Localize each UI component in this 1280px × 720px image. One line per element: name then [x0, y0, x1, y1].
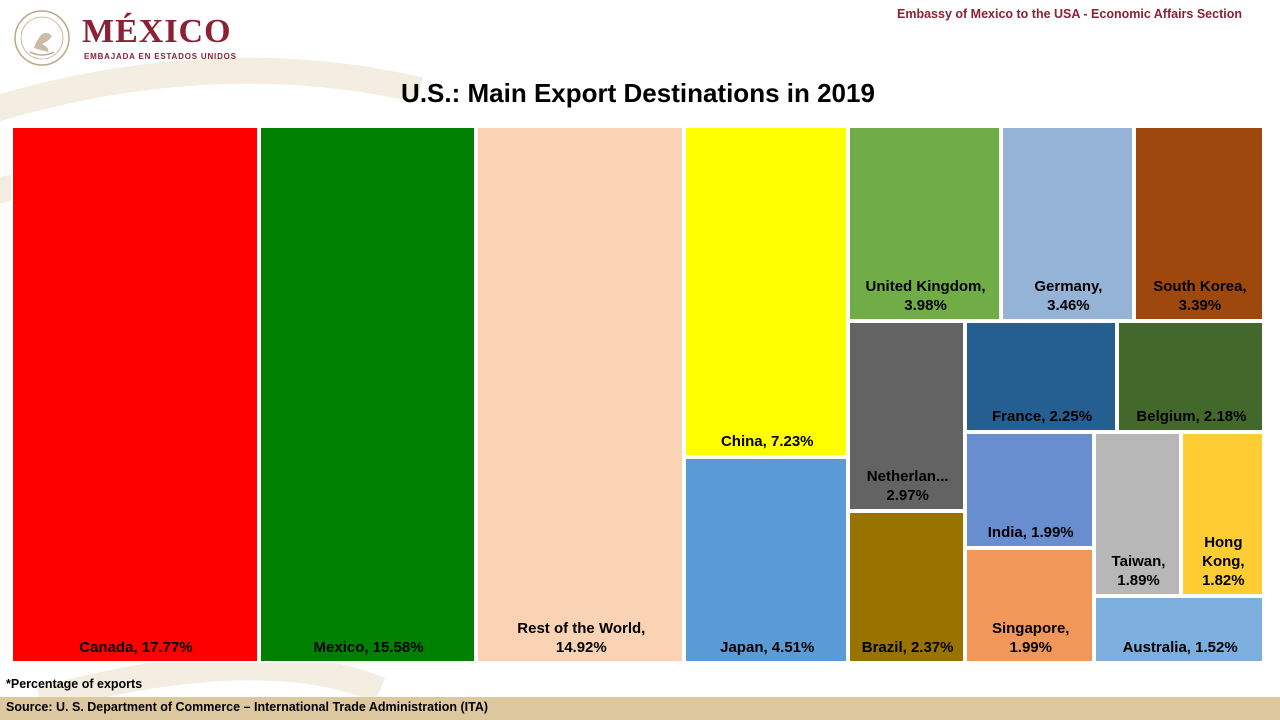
treemap-label: Belgium, 2.18% [1136, 408, 1247, 426]
coat-of-arms-icon [14, 10, 70, 66]
treemap-cell-australia: Australia, 1.52% [1094, 595, 1264, 663]
treemap-label: France, 2.25% [992, 408, 1093, 426]
logo-subtitle: EMBAJADA EN ESTADOS UNIDOS [84, 52, 237, 61]
treemap-label: Japan, 4.51% [720, 638, 815, 656]
treemap-cell-mexico: Mexico, 15.58% [258, 126, 477, 663]
treemap-cell-japan: Japan, 4.51% [684, 456, 849, 663]
treemap-cell-united-kingdom: United Kingdom, 3.98% [848, 126, 1001, 322]
treemap-label: China, 7.23% [720, 432, 814, 450]
treemap-label: Singapore, 1.99% [991, 619, 1070, 656]
treemap-cell-germany: Germany, 3.46% [1000, 126, 1134, 322]
logo-title: MÉXICO [82, 13, 232, 50]
treemap-cell-taiwan: Taiwan, 1.89% [1094, 432, 1181, 596]
treemap-cell-china: China, 7.23% [684, 126, 849, 457]
treemap-label: Brazil, 2.37% [861, 638, 954, 656]
treemap-label: Hong Kong, 1.82% [1202, 533, 1245, 589]
treemap-label: Australia, 1.52% [1122, 638, 1238, 656]
treemap-chart: Canada, 17.77% Mexico, 15.58% Rest of the … [11, 126, 1264, 663]
treemap-label: Netherlan... 2.97% [866, 468, 949, 505]
treemap-label: United Kingdom, 3.98% [865, 278, 986, 315]
chart-title: U.S.: Main Export Destinations in 2019 [401, 78, 875, 108]
treemap-cell-netherlan: Netherlan... 2.97% [848, 321, 966, 512]
treemap-cell-south-korea: South Korea, 3.39% [1133, 126, 1264, 322]
treemap-cell-france: France, 2.25% [965, 321, 1117, 433]
treemap-label: Taiwan, 1.89% [1111, 552, 1166, 589]
footnote: *Percentage of exports [6, 677, 143, 691]
embassy-heading: Embassy of Mexico to the USA - Economic … [897, 7, 1242, 21]
treemap-label: Rest of the World, 14.92% [517, 620, 646, 656]
treemap-cell-india: India, 1.99% [965, 432, 1095, 548]
treemap-label: Germany, 3.46% [1034, 278, 1103, 315]
treemap-cell-belgium: Belgium, 2.18% [1116, 321, 1264, 433]
treemap-cell-canada: Canada, 17.77% [11, 126, 259, 663]
treemap-cell-rest-of-the-world: Rest of the World, 14.92% [476, 126, 685, 663]
treemap-label: Mexico, 15.58% [313, 639, 424, 656]
treemap-label: South Korea, 3.39% [1153, 278, 1247, 315]
source-text: Source: U. S. Department of Commerce – I… [6, 700, 489, 714]
source-bar: Source: U. S. Department of Commerce – I… [0, 697, 1280, 720]
treemap-cell-hong: Hong Kong, 1.82% [1180, 432, 1264, 596]
treemap-cell-singapore: Singapore, 1.99% [965, 547, 1095, 663]
treemap-cell-brazil: Brazil, 2.37% [848, 511, 966, 663]
treemap-label: Canada, 17.77% [79, 639, 193, 656]
treemap-label: India, 1.99% [987, 523, 1074, 541]
mexico-logo: MÉXICO EMBAJADA EN ESTADOS UNIDOS [8, 6, 248, 72]
